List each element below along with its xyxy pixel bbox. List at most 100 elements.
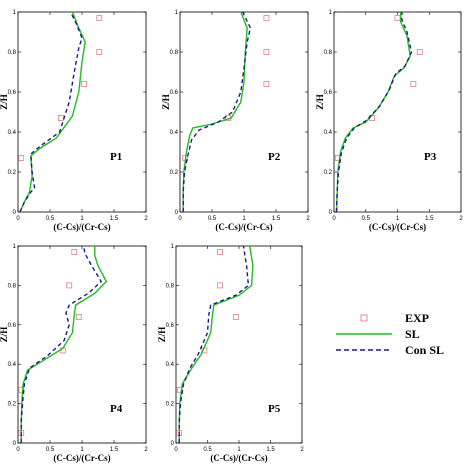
x-tick-label: 0.5 bbox=[208, 216, 217, 222]
exp-marker bbox=[81, 81, 87, 87]
exp-marker bbox=[394, 15, 401, 21]
x-tick-label: 1.5 bbox=[425, 216, 434, 222]
plot-frame bbox=[17, 245, 147, 444]
x-axis-label: (C-Cs)/(Cr-Cs) bbox=[53, 222, 110, 232]
con-sl-line bbox=[182, 11, 252, 212]
x-tick-label: 0.5 bbox=[203, 447, 212, 453]
sl-line bbox=[19, 11, 86, 213]
con-sl-line bbox=[20, 245, 103, 443]
legend-label: Con SL bbox=[405, 343, 444, 357]
y-axis-label: Z/H bbox=[315, 94, 325, 110]
legend: EXP SL Con SL bbox=[336, 311, 444, 357]
y-tick-label: 0.4 bbox=[166, 362, 175, 368]
y-tick-label: 0.6 bbox=[8, 323, 17, 329]
x-tick-label: 1 bbox=[242, 216, 246, 222]
con-sl-line bbox=[335, 12, 413, 213]
x-tick-label: 0 bbox=[178, 216, 182, 222]
x-tick-label: 1 bbox=[396, 216, 400, 222]
y-tick-label: 0 bbox=[171, 441, 175, 447]
exp-marker bbox=[71, 249, 78, 255]
y-tick-label: 0.2 bbox=[8, 402, 17, 408]
y-tick-label: 0.8 bbox=[8, 283, 17, 289]
sl-line bbox=[178, 245, 254, 443]
panel-title: P4 bbox=[110, 403, 123, 415]
y-tick-label: 0.6 bbox=[166, 323, 175, 329]
plot-frame bbox=[175, 245, 303, 444]
y-tick-label: 0.6 bbox=[324, 90, 333, 96]
y-tick-label: 0.4 bbox=[8, 130, 17, 136]
x-tick-label: 1 bbox=[80, 447, 84, 453]
panel-title: P2 bbox=[268, 151, 281, 163]
plot-frame bbox=[179, 11, 309, 213]
y-tick-label: 0 bbox=[13, 210, 17, 216]
x-tick-label: 2 bbox=[306, 216, 310, 222]
plot-frame bbox=[17, 11, 147, 213]
exp-marker bbox=[410, 81, 417, 87]
x-tick-label: 1.5 bbox=[272, 216, 281, 222]
panel-p2: 0 0.5 1 1.5 200.20.40.60.81(C-Cs)/(Cr-Cs)Z/H… bbox=[161, 10, 310, 232]
exp-marker bbox=[263, 15, 270, 21]
x-tick-label: 2 bbox=[459, 216, 463, 222]
y-tick-label: 0.4 bbox=[324, 130, 333, 136]
exp-marker bbox=[217, 249, 224, 255]
y-tick-label: 1 bbox=[329, 10, 333, 16]
x-tick-label: 2 bbox=[300, 447, 304, 453]
panel-p4: 0 0.5 1 1.5 200.20.40.60.81(C-Cs)/(Cr-Cs)Z/H… bbox=[0, 244, 148, 463]
panel-title: P1 bbox=[110, 151, 122, 163]
panel-p1: 0 0.5 1 1.5 200.20.40.60.81(C-Cs)/(Cr-Cs)Z/H… bbox=[0, 10, 148, 232]
legend-exp-marker bbox=[360, 314, 368, 322]
exp-marker bbox=[57, 115, 64, 121]
con-sl-line bbox=[19, 11, 83, 213]
x-tick-label: 2 bbox=[144, 216, 148, 222]
x-tick-label: 1.5 bbox=[266, 447, 275, 453]
y-tick-label: 0 bbox=[175, 210, 179, 216]
exp-marker bbox=[18, 386, 25, 393]
exp-marker bbox=[75, 314, 82, 320]
exp-marker bbox=[263, 49, 270, 55]
x-tick-label: 1.5 bbox=[110, 216, 119, 222]
panel-title: P5 bbox=[268, 403, 281, 415]
exp-marker bbox=[18, 155, 25, 161]
x-axis-label: (C-Cs)/(Cr-Cs) bbox=[215, 222, 272, 232]
x-tick-label: 0.5 bbox=[46, 216, 55, 222]
x-tick-label: 0 bbox=[174, 447, 178, 453]
y-axis-label: Z/H bbox=[157, 327, 167, 343]
exp-marker bbox=[263, 81, 270, 87]
y-tick-label: 0.8 bbox=[166, 283, 175, 289]
y-tick-label: 0.8 bbox=[8, 50, 17, 56]
exp-marker bbox=[66, 282, 73, 289]
x-tick-label: 0 bbox=[16, 447, 20, 453]
y-tick-label: 0.2 bbox=[166, 402, 175, 408]
exp-marker bbox=[96, 15, 103, 21]
x-axis-label: (C-Cs)/(Cr-Cs) bbox=[369, 222, 426, 232]
y-tick-label: 0.2 bbox=[8, 170, 17, 176]
x-tick-label: 1.5 bbox=[110, 447, 119, 453]
legend-label: EXP bbox=[405, 311, 429, 325]
x-tick-label: 0.5 bbox=[46, 447, 55, 453]
y-tick-label: 0.6 bbox=[8, 90, 17, 96]
y-axis-label: Z/H bbox=[0, 327, 9, 343]
plot-frame bbox=[333, 11, 462, 213]
y-tick-label: 0.8 bbox=[324, 50, 333, 56]
sl-line bbox=[182, 11, 248, 212]
y-tick-label: 1 bbox=[171, 244, 175, 250]
x-tick-label: 0 bbox=[16, 216, 20, 222]
y-tick-label: 1 bbox=[13, 10, 17, 16]
panel-p3: 0 0.5 1 1.5 200.20.40.60.81(C-Cs)/(Cr-Cs)Z/H… bbox=[315, 10, 463, 232]
x-axis-label: (C-Cs)/(Cr-Cs) bbox=[210, 453, 267, 463]
y-tick-label: 0 bbox=[329, 210, 333, 216]
y-tick-label: 1 bbox=[175, 10, 179, 16]
exp-marker bbox=[232, 314, 239, 320]
y-tick-label: 0.2 bbox=[170, 170, 179, 176]
y-axis-label: Z/H bbox=[0, 94, 9, 110]
exp-marker bbox=[96, 49, 103, 55]
exp-marker bbox=[176, 386, 183, 393]
y-tick-label: 0.8 bbox=[170, 50, 179, 56]
panel-p5: 0 0.5 1 1.5 200.20.40.60.81(C-Cs)/(Cr-Cs)Z/H… bbox=[157, 244, 304, 463]
x-tick-label: 2 bbox=[144, 447, 148, 453]
x-tick-label: 1 bbox=[80, 216, 84, 222]
sl-line bbox=[20, 246, 108, 443]
exp-marker bbox=[217, 282, 224, 289]
y-tick-label: 0.4 bbox=[8, 362, 17, 368]
